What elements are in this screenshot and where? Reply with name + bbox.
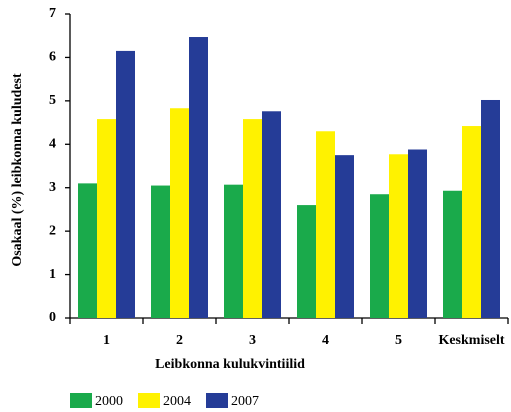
x-axis-label: Leibkonna kulukvintiilid <box>155 357 305 372</box>
legend-label: 2000 <box>95 394 123 409</box>
bar <box>243 119 262 319</box>
bar <box>116 50 135 319</box>
legend-swatch <box>206 393 228 408</box>
y-tick-label: 5 <box>49 93 56 108</box>
y-tick-label: 7 <box>49 6 56 21</box>
bar <box>443 190 462 318</box>
bar <box>297 205 316 318</box>
bar <box>481 99 500 318</box>
bar <box>151 185 170 318</box>
legend-label: 2007 <box>231 394 259 409</box>
bar <box>78 183 97 318</box>
bar <box>189 37 208 318</box>
bar <box>408 149 427 318</box>
x-tick-label: 4 <box>322 333 329 348</box>
x-tick-label: 2 <box>176 333 183 348</box>
legend-swatch <box>138 393 160 408</box>
y-tick-label: 2 <box>49 223 56 238</box>
legend-swatch <box>70 393 92 408</box>
x-tick-label: 3 <box>249 333 256 348</box>
bar <box>370 194 389 318</box>
y-tick-label: 0 <box>49 310 56 325</box>
y-axis-label: Osakaal (%) leibkonna kuludest <box>10 73 25 267</box>
bar <box>262 111 281 318</box>
bar <box>170 108 189 319</box>
bar <box>224 184 243 318</box>
legend-label: 2004 <box>163 394 191 409</box>
bar <box>97 119 116 319</box>
bar <box>316 131 335 318</box>
bar <box>389 154 408 318</box>
y-tick-label: 6 <box>49 50 56 65</box>
bar <box>335 155 354 318</box>
y-tick-label: 4 <box>49 137 56 152</box>
x-tick-label: 1 <box>103 333 110 348</box>
x-tick-label: 5 <box>395 333 402 348</box>
y-tick-label: 1 <box>49 267 56 282</box>
y-tick-label: 3 <box>49 180 56 195</box>
x-tick-label: Keskmiselt <box>438 333 504 348</box>
bar <box>462 126 481 318</box>
